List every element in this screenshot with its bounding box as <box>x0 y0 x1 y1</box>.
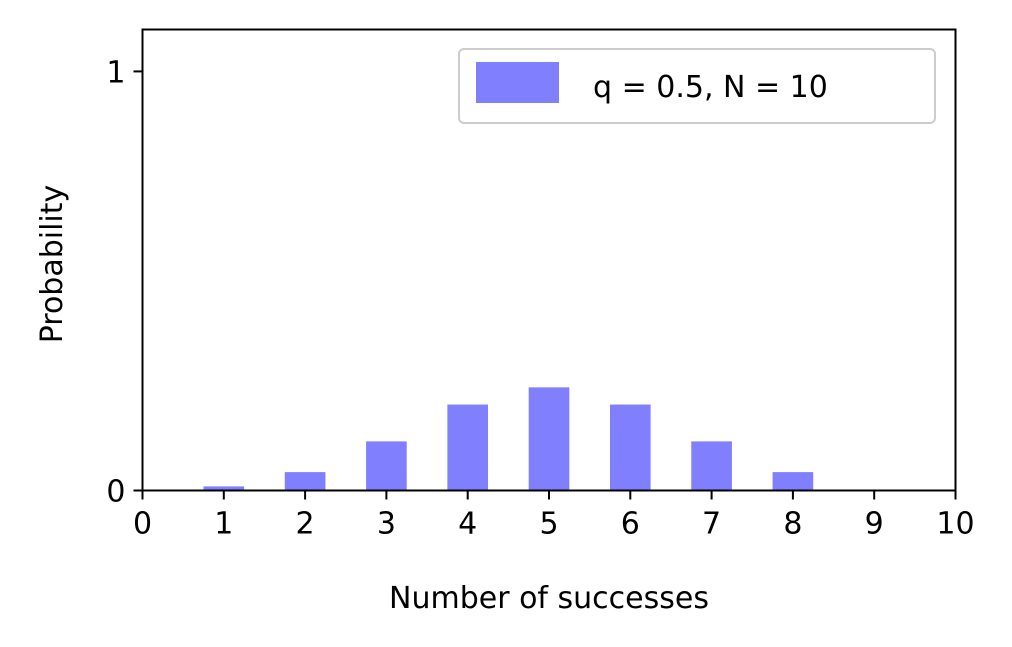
y-tick-label-0: 0 <box>106 475 125 510</box>
y-axis-label: Probability <box>35 185 70 344</box>
plot-frame <box>141 28 957 492</box>
x-tick-label-1: 1 <box>214 507 233 542</box>
bar-6 <box>609 404 651 491</box>
bar-3 <box>366 441 407 491</box>
x-axis-label: Number of successes <box>389 581 709 616</box>
x-tick-label-3: 3 <box>377 507 396 542</box>
x-tick-label-2: 2 <box>296 507 315 542</box>
x-tick-label-5: 5 <box>539 507 558 542</box>
bar-5 <box>528 387 570 491</box>
bar-7 <box>691 441 732 491</box>
y-tick-label-1: 1 <box>106 55 125 90</box>
legend-entry-label: q = 0.5, N = 10 <box>593 70 828 105</box>
bar-4 <box>447 404 489 491</box>
bar-2 <box>284 472 326 491</box>
x-tick-label-6: 6 <box>621 507 640 542</box>
x-tick-label-10: 10 <box>936 507 974 542</box>
legend-frame <box>458 48 936 124</box>
x-axis-ticks: 0 1 2 3 4 5 6 7 8 9 10 <box>133 490 975 542</box>
x-tick-label-0: 0 <box>133 507 152 542</box>
x-tick-label-7: 7 <box>702 507 721 542</box>
bar-1 <box>203 486 245 491</box>
bar-8 <box>772 472 814 491</box>
bar-group <box>203 387 814 491</box>
x-tick-label-8: 8 <box>783 507 802 542</box>
y-axis-ticks: 01 <box>106 55 143 510</box>
legend-swatch <box>476 62 559 103</box>
x-tick-label-4: 4 <box>458 507 477 542</box>
legend: q = 0.5, N = 10 <box>458 48 936 124</box>
x-tick-label-9: 9 <box>865 507 884 542</box>
